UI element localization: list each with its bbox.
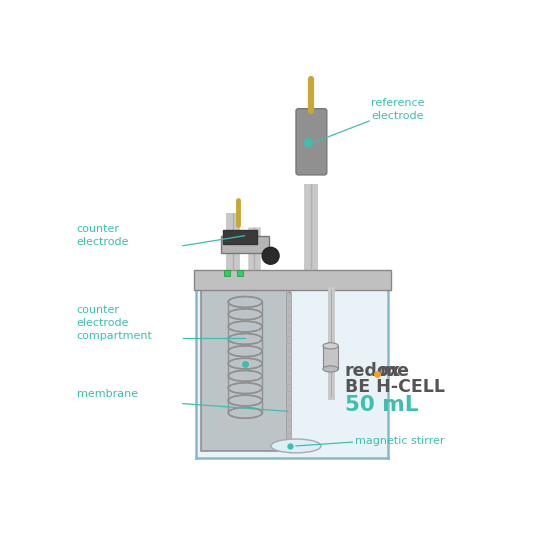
FancyBboxPatch shape bbox=[296, 109, 327, 175]
Bar bbox=[201, 291, 290, 451]
Text: reference
electrode: reference electrode bbox=[372, 98, 425, 121]
Bar bbox=[224, 269, 230, 276]
Bar bbox=[221, 236, 269, 253]
Text: me: me bbox=[380, 362, 410, 380]
Ellipse shape bbox=[262, 247, 279, 264]
Ellipse shape bbox=[323, 343, 339, 349]
Text: redox: redox bbox=[345, 362, 401, 380]
Bar bbox=[237, 269, 243, 276]
Text: 50 mL: 50 mL bbox=[345, 395, 418, 415]
Text: membrane: membrane bbox=[77, 389, 138, 399]
Text: counter
electrode
compartment: counter electrode compartment bbox=[77, 305, 152, 341]
Bar bbox=[286, 292, 291, 450]
Text: BE H-CELL: BE H-CELL bbox=[345, 377, 444, 396]
Ellipse shape bbox=[271, 439, 321, 453]
Bar bbox=[323, 346, 339, 369]
Text: magnetic stirrer: magnetic stirrer bbox=[355, 436, 445, 446]
Bar bbox=[196, 284, 388, 457]
Bar bbox=[194, 271, 391, 289]
Ellipse shape bbox=[323, 366, 339, 372]
Text: counter
electrode: counter electrode bbox=[77, 224, 129, 247]
Bar bbox=[223, 231, 258, 244]
